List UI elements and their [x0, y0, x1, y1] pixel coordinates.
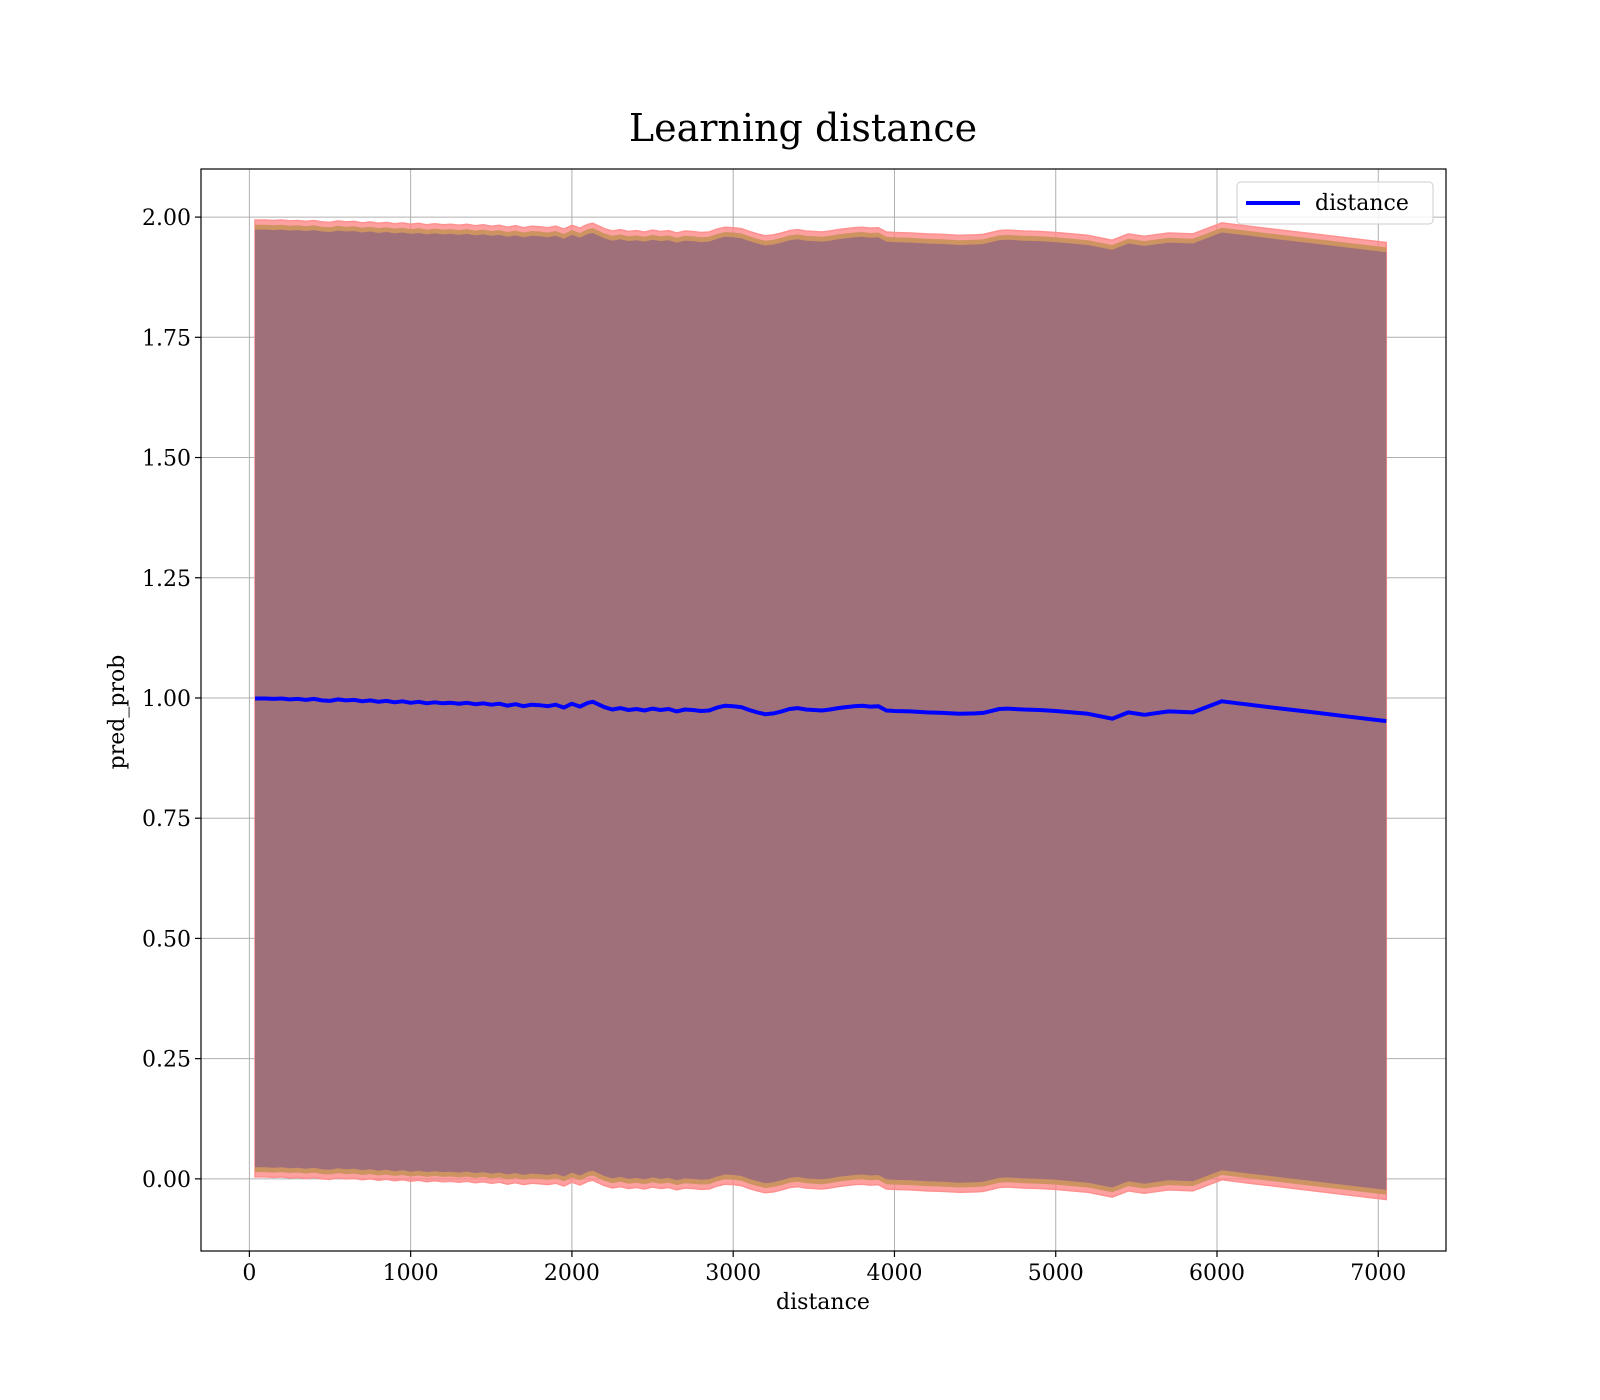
- chart-title: Learning distance: [629, 106, 977, 150]
- x-axis-label: distance: [776, 1290, 870, 1315]
- y-tick-label: 1.00: [142, 687, 191, 712]
- x-tick-label: 5000: [1028, 1261, 1084, 1286]
- y-tick-label: 1.50: [142, 447, 191, 472]
- y-tick-label: 2.00: [142, 206, 191, 231]
- x-tick-label: 4000: [866, 1261, 922, 1286]
- x-tick-label: 2000: [544, 1261, 600, 1286]
- plot-frame: [200, 168, 1447, 1252]
- x-tick-label: 0: [242, 1261, 256, 1286]
- y-tick-label: 1.75: [142, 326, 191, 351]
- legend-box: [1236, 181, 1434, 225]
- y-axis-label: pred_prob: [105, 655, 130, 770]
- y-tick-label: 0.25: [142, 1048, 191, 1073]
- series-line-distance: [255, 696, 1387, 724]
- x-tick-label: 6000: [1189, 1261, 1245, 1286]
- x-axis-ticks: 0 1000 2000 3000 4000 5000 6000 7000: [242, 1251, 1406, 1286]
- y-tick-label: 1.25: [142, 567, 191, 592]
- series-lines: [255, 696, 1387, 724]
- x-tick-label: 7000: [1350, 1261, 1406, 1286]
- y-tick-label: 0.00: [142, 1168, 191, 1193]
- y-tick-label: 0.75: [142, 807, 191, 832]
- x-tick-label: 3000: [705, 1261, 761, 1286]
- y-tick-label: 0.50: [142, 927, 191, 952]
- y-axis-ticks: 0.00 0.25 0.50 0.75 1.00 1.25 1.50 1.75 2.00: [142, 206, 201, 1193]
- legend: distance: [1236, 181, 1434, 225]
- legend-label: distance: [1315, 191, 1409, 216]
- x-tick-label: 1000: [383, 1261, 439, 1286]
